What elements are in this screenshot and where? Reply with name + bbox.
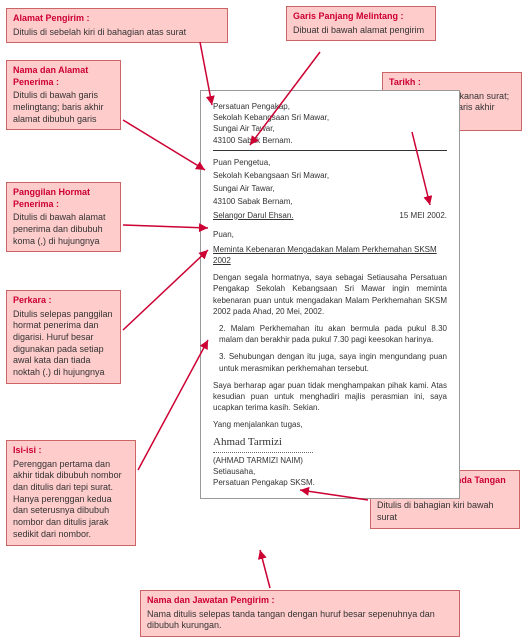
callout-title: Alamat Pengirim : <box>13 13 221 25</box>
recipient-line: Sungai Air Tawar, <box>213 183 447 194</box>
letter-document: Persatuan Pengakap, Sekolah Kebangsaan S… <box>200 90 460 499</box>
callout-body: Perenggan pertama dan akhir tidak dibubu… <box>13 459 122 539</box>
horizontal-rule <box>213 150 447 151</box>
signature-title: Persatuan Pengakap SKSM. <box>213 477 447 488</box>
signature-printed: (AHMAD TARMIZI NAIM) <box>213 455 447 466</box>
paragraph-1: Dengan segala hormatnya, saya sebagai Se… <box>213 272 447 317</box>
callout-perkara: Perkara : Ditulis selepas panggilan horm… <box>6 290 121 384</box>
sender-address: Persatuan Pengakap, Sekolah Kebangsaan S… <box>213 101 447 146</box>
paragraph-2: 2. Malam Perkhemahan itu akan bermula pa… <box>219 323 447 345</box>
callout-nama-penerima: Nama dan Alamat Penerima : Ditulis di ba… <box>6 60 121 130</box>
callout-body: Ditulis di sebelah kiri di bahagian atas… <box>13 27 186 37</box>
callout-isi: Isi-isi : Perenggan pertama dan akhir ti… <box>6 440 136 546</box>
recipient-line: Sekolah Kebangsaan Sri Mawar, <box>213 170 447 181</box>
callout-title: Isi-isi : <box>13 445 129 457</box>
signature-title: Setiausaha, <box>213 466 447 477</box>
callout-body: Ditulis di bahagian kiri bawah surat <box>377 500 494 522</box>
callout-panggilan: Panggilan Hormat Penerima : Ditulis di b… <box>6 182 121 252</box>
callout-body: Ditulis selepas panggilan hormat penerim… <box>13 309 113 377</box>
recipient-line-last: Selangor Darul Ehsan. <box>213 210 294 221</box>
callout-body: Nama ditulis selepas tanda tangan dengan… <box>147 609 435 631</box>
callout-title: Garis Panjang Melintang : <box>293 11 429 23</box>
callout-alamat-pengirim: Alamat Pengirim : Ditulis di sebelah kir… <box>6 8 228 43</box>
callout-body: Ditulis di bawah garis melingtang; baris… <box>13 90 104 123</box>
signature-line <box>213 452 313 453</box>
sender-line: 43100 Sabak Bernam. <box>213 135 447 146</box>
callout-nama-jawatan: Nama dan Jawatan Pengirim : Nama ditulis… <box>140 590 460 637</box>
sender-line: Sekolah Kebangsaan Sri Mawar, <box>213 112 447 123</box>
callout-title: Panggilan Hormat Penerima : <box>13 187 114 210</box>
signoff: Yang menjalankan tugas, <box>213 419 447 430</box>
callout-title: Nama dan Alamat Penerima : <box>13 65 114 88</box>
callout-body: Dibuat di bawah alamat pengirim <box>293 25 424 35</box>
paragraph-4: Saya berharap agar puan tidak menghampak… <box>213 380 447 414</box>
callout-title: Nama dan Jawatan Pengirim : <box>147 595 453 607</box>
paragraph-3: 3. Sehubungan dengan itu juga, saya ingi… <box>219 351 447 373</box>
recipient-address: Puan Pengetua, Sekolah Kebangsaan Sri Ma… <box>213 157 447 221</box>
sender-line: Persatuan Pengakap, <box>213 101 447 112</box>
subject-line: Meminta Kebenaran Mengadakan Malam Perkh… <box>213 244 447 266</box>
recipient-line: Puan Pengetua, <box>213 157 447 168</box>
callout-title: Tarikh : <box>389 77 515 89</box>
callout-title: Perkara : <box>13 295 114 307</box>
callout-garis-panjang: Garis Panjang Melintang : Dibuat di bawa… <box>286 6 436 41</box>
sender-line: Sungai Air Tawar, <box>213 123 447 134</box>
recipient-line: 43100 Sabak Bernam, <box>213 196 447 207</box>
callout-body: Ditulis di bawah alamat penerima dan dib… <box>13 212 106 245</box>
signature-handwritten: Ahmad Tarmizi <box>213 435 447 450</box>
salutation: Puan, <box>213 229 447 240</box>
letter-date: 15 MEI 2002. <box>399 210 447 221</box>
